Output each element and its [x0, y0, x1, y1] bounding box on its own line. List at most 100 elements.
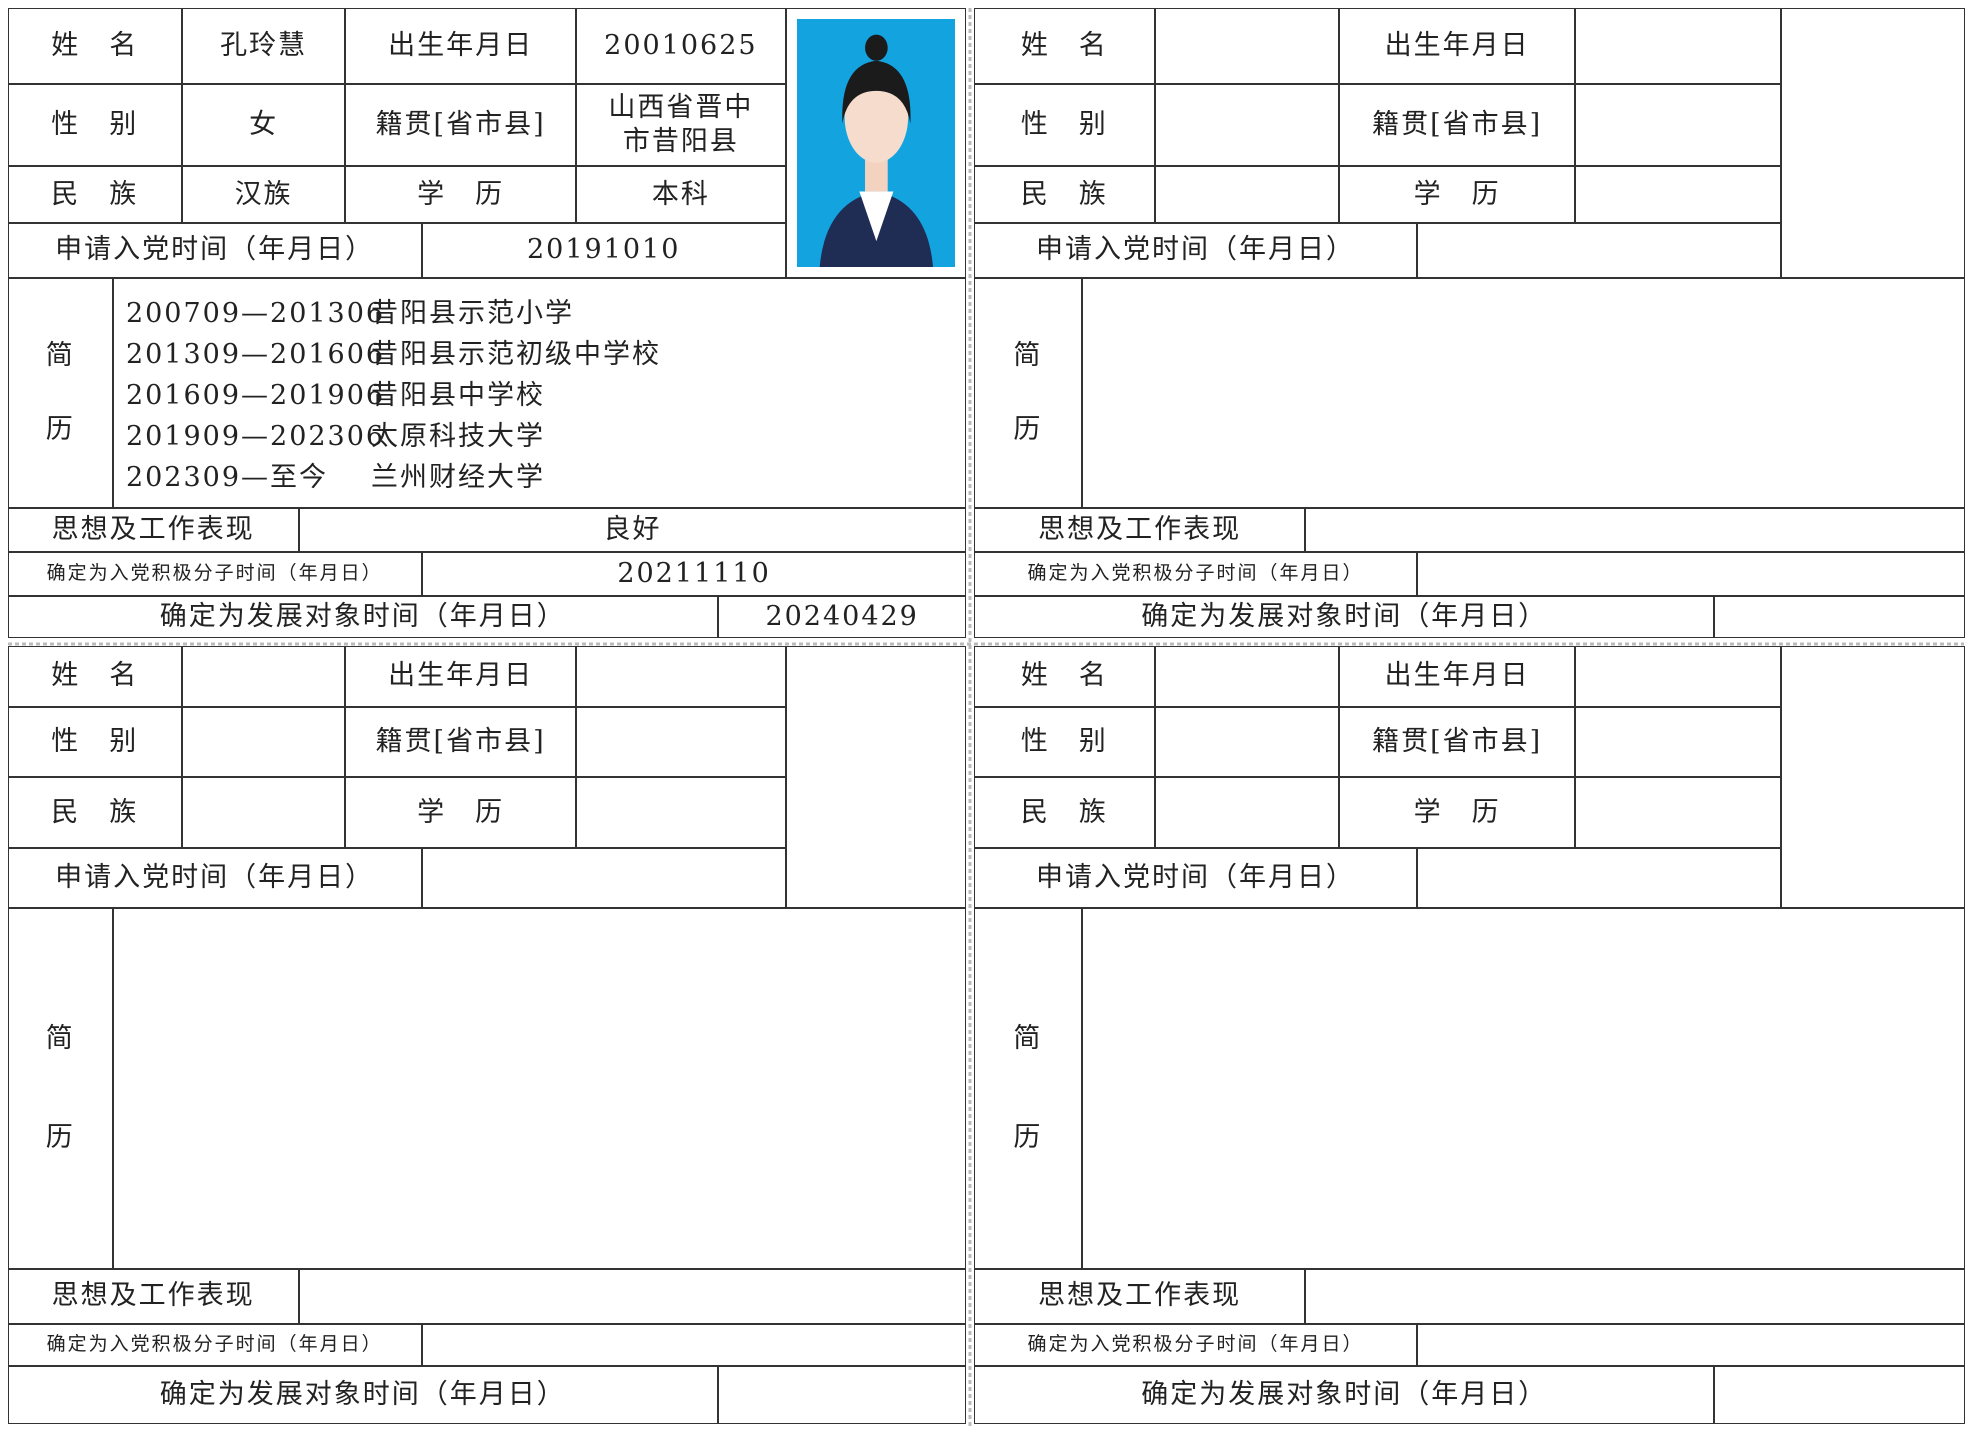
education-label: 学 历 — [345, 166, 577, 223]
birth-label: 出生年月日 — [1339, 7, 1576, 84]
resume-label-char: 历 — [45, 414, 75, 445]
origin — [1575, 83, 1781, 167]
apply-label: 申请入党时间（年月日） — [973, 222, 1417, 278]
ethnicity — [1154, 776, 1340, 849]
photo-frame — [1780, 7, 1966, 278]
resume — [1081, 277, 1966, 508]
conduct: 良好 — [298, 507, 967, 552]
resume: 200709—201306昔阳县示范小学 201309—201606昔阳县示范初级… — [112, 277, 967, 508]
ethnicity-label: 民 族 — [973, 166, 1155, 223]
gender-label: 性 别 — [7, 83, 182, 167]
resume-period: 201609—201906 — [125, 379, 386, 411]
education — [1575, 776, 1781, 849]
conduct — [1305, 1268, 1966, 1324]
education — [576, 776, 786, 849]
resume-label-char: 简 — [45, 339, 75, 371]
candidate — [1714, 595, 1966, 639]
photo-frame — [785, 7, 967, 278]
education-label: 学 历 — [1339, 166, 1576, 223]
origin — [576, 706, 786, 777]
gender-label: 性 别 — [973, 706, 1155, 777]
ethnicity-label: 民 族 — [7, 166, 182, 223]
education-label: 学 历 — [1339, 776, 1576, 849]
resume-period: 200709—201306 — [125, 297, 386, 329]
resume-label-char: 简 — [45, 1022, 75, 1054]
birth-label: 出生年月日 — [345, 7, 577, 84]
name — [1154, 7, 1340, 84]
origin-label: 籍贯[省市县] — [1339, 706, 1576, 777]
resume-entry: 201909—202306太原科技大学 — [126, 416, 545, 457]
origin-label: 籍贯[省市县] — [1339, 83, 1576, 167]
resume-label: 简历 — [973, 908, 1082, 1269]
origin-label: 籍贯[省市县] — [345, 706, 577, 777]
resume-period: 201909—202306 — [125, 420, 386, 452]
activist: 20211110 — [421, 551, 967, 596]
activist-label: 确定为入党积极分子时间（年月日） — [973, 1323, 1417, 1367]
apply-label: 申请入党时间（年月日） — [973, 848, 1417, 909]
conduct-label: 思想及工作表现 — [973, 1268, 1306, 1324]
origin — [1575, 706, 1781, 777]
conduct — [298, 1268, 967, 1324]
apply-label: 申请入党时间（年月日） — [7, 222, 422, 278]
name-label: 姓 名 — [7, 645, 182, 707]
gender-label: 性 别 — [973, 83, 1155, 167]
ethnicity — [181, 776, 346, 849]
birth — [576, 645, 786, 707]
photo-frame — [785, 645, 967, 909]
resume-label-char: 历 — [45, 1122, 75, 1154]
candidate — [1714, 1366, 1966, 1424]
resume-entry: 200709—201306昔阳县示范小学 — [126, 293, 574, 334]
name — [1154, 645, 1340, 707]
portrait-photo — [796, 18, 956, 267]
resume-label-char: 历 — [1013, 1122, 1043, 1154]
gender-label: 性 别 — [7, 706, 182, 777]
origin: 山西省晋中市昔阳县 — [576, 83, 786, 167]
resume-label: 简历 — [7, 908, 113, 1269]
education-label: 学 历 — [345, 776, 577, 849]
resume-label-char: 简 — [1013, 339, 1043, 371]
apply — [1417, 848, 1781, 909]
apply — [1417, 222, 1781, 278]
activist-label: 确定为入党积极分子时间（年月日） — [973, 551, 1417, 596]
gender — [181, 706, 346, 777]
resume-label: 简历 — [7, 277, 113, 508]
apply-label: 申请入党时间（年月日） — [7, 848, 422, 909]
ethnicity: 汉族 — [181, 166, 346, 223]
resume-entry: 201609—201906昔阳县中学校 — [126, 375, 545, 416]
name-label: 姓 名 — [973, 645, 1155, 707]
candidate-label: 确定为发展对象时间（年月日） — [7, 595, 718, 639]
activist — [1417, 1323, 1966, 1367]
activist — [421, 1323, 967, 1367]
resume-school: 太原科技大学 — [370, 420, 545, 452]
name-label: 姓 名 — [973, 7, 1155, 84]
resume-school: 昔阳县示范小学 — [370, 297, 574, 329]
name-label: 姓 名 — [7, 7, 182, 84]
birth: 20010625 — [576, 7, 786, 84]
gender — [1154, 706, 1340, 777]
activist — [1417, 551, 1966, 596]
resume-label-char: 历 — [1013, 414, 1043, 445]
candidate-label: 确定为发展对象时间（年月日） — [973, 1366, 1715, 1424]
conduct — [1305, 507, 1966, 552]
resume-period: 201309—201606 — [125, 338, 386, 370]
candidate — [717, 1366, 967, 1424]
education — [1575, 166, 1781, 223]
birth — [1575, 645, 1781, 707]
origin-label: 籍贯[省市县] — [345, 83, 577, 167]
conduct-label: 思想及工作表现 — [973, 507, 1306, 552]
education: 本科 — [576, 166, 786, 223]
resume-school: 昔阳县中学校 — [370, 379, 545, 411]
activist-label: 确定为入党积极分子时间（年月日） — [7, 1323, 422, 1367]
resume-label: 简历 — [973, 277, 1082, 508]
candidate: 20240429 — [717, 595, 967, 639]
candidate-label: 确定为发展对象时间（年月日） — [7, 1366, 718, 1424]
conduct-label: 思想及工作表现 — [7, 1268, 299, 1324]
resume-label-char: 简 — [1013, 1022, 1043, 1054]
gender — [1154, 83, 1340, 167]
photo-frame — [1780, 645, 1966, 909]
candidate-label: 确定为发展对象时间（年月日） — [973, 595, 1715, 639]
activist-label: 确定为入党积极分子时间（年月日） — [7, 551, 422, 596]
resume-period: 202309—至今 — [125, 461, 329, 493]
